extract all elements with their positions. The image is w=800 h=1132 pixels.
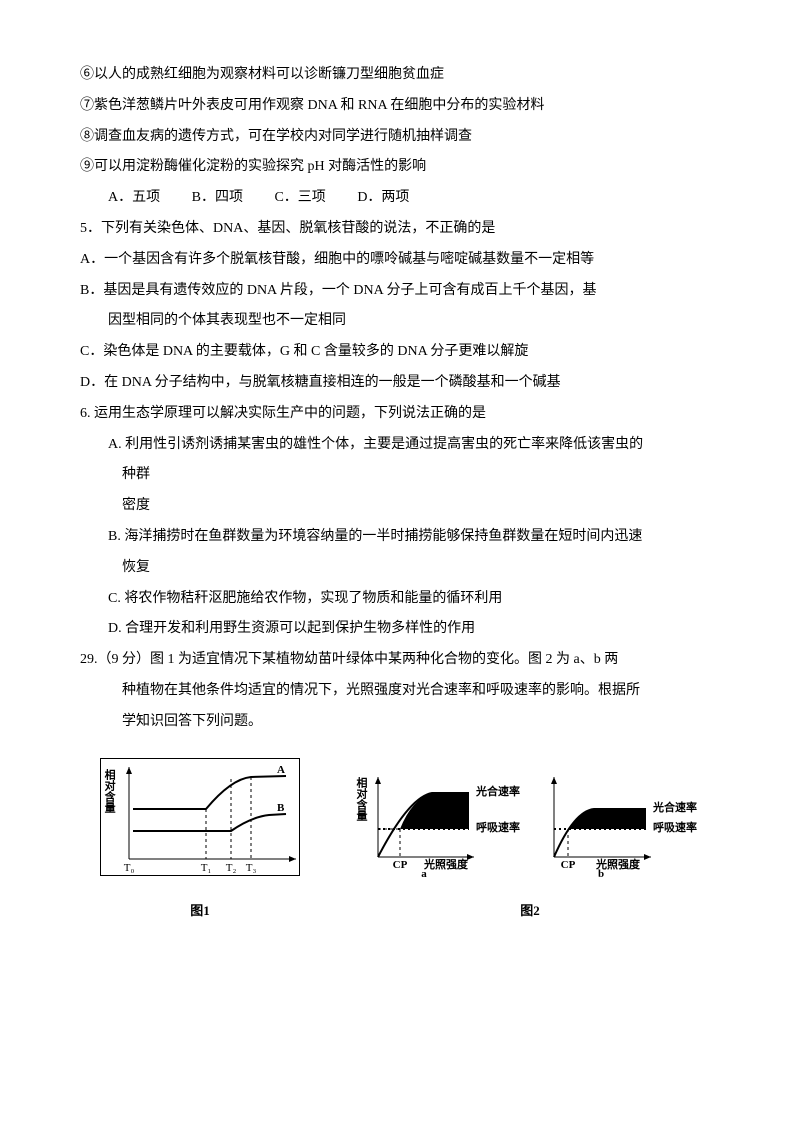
figure-1-svg: T₀ T₁ T₂ T₃ A B — [101, 759, 301, 877]
q6-option-a-line3: 密度 — [80, 491, 720, 522]
fig2b-sub: b — [598, 868, 604, 877]
figure-2a-svg: CP 光照强度 a 光合速率 呼吸速率 — [354, 769, 524, 877]
fig2-caption: 图2 — [350, 897, 710, 926]
q5-option-c: C．染色体是 DNA 的主要载体，G 和 C 含量较多的 DNA 分子更难以解旋 — [80, 337, 720, 368]
options-row: A．五项 B．四项 C．三项 D．两项 — [80, 183, 720, 214]
q6-option-a-line1: A. 利用性引诱剂诱捕某害虫的雄性个体，主要是通过提高害虫的死亡率来降低该害虫的 — [80, 430, 720, 461]
figure-2-container: 相对含量 — [350, 769, 710, 926]
question-29-line1: 29.（9 分）图 1 为适宜情况下某植物幼苗叶绿体中某两种化合物的变化。图 2… — [80, 645, 720, 676]
q5-option-a: A．一个基因含有许多个脱氧核苷酸，细胞中的嘌呤碱基与嘧啶碱基数量不一定相等 — [80, 245, 720, 276]
option-a: A．五项 — [108, 190, 160, 205]
fig1-label-a: A — [277, 764, 285, 776]
fig1-tick-t1: T₁ — [201, 862, 212, 874]
document-body: ⑥以人的成熟红细胞为观察材料可以诊断镰刀型细胞贫血症 ⑦紫色洋葱鳞片叶外表皮可用… — [80, 60, 720, 926]
figure-2a: 相对含量 — [354, 769, 524, 890]
q5-option-b-line2: 因型相同的个体其表现型也不一定相同 — [80, 306, 720, 337]
question-6: 6. 运用生态学原理可以解决实际生产中的问题，下列说法正确的是 — [80, 399, 720, 430]
fig1-caption: 图1 — [90, 897, 310, 926]
question-5: 5．下列有关染色体、DNA、基因、脱氧核苷酸的说法，不正确的是 — [80, 214, 720, 245]
q6-option-b-line1: B. 海洋捕捞时在鱼群数量为环境容纳量的一半时捕捞能够保持鱼群数量在短时间内迅速 — [80, 522, 720, 553]
question-29-line2: 种植物在其他条件均适宜的情况下，光照强度对光合速率和呼吸速率的影响。根据所 — [80, 676, 720, 707]
fig2a-xlabel: 光照强度 — [423, 857, 469, 871]
fig2a-rs-label: 呼吸速率 — [476, 820, 520, 834]
q6-option-b-line2: 恢复 — [80, 553, 720, 584]
item-9: ⑨可以用淀粉酶催化淀粉的实验探究 pH 对酶活性的影响 — [80, 152, 720, 183]
fig1-tick-t0: T₀ — [124, 862, 135, 874]
q6-option-d: D. 合理开发和利用野生资源可以起到保护生物多样性的作用 — [80, 614, 720, 645]
figure-1-chart: 相对含量 T₀ — [100, 758, 300, 876]
fig2b-rs-label: 呼吸速率 — [653, 820, 697, 834]
fig2b-ps-label: 光合速率 — [652, 800, 697, 814]
figures-row: 相对含量 T₀ — [80, 758, 720, 926]
fig1-tick-t2: T₂ — [226, 862, 237, 874]
fig2b-cp: CP — [561, 859, 576, 871]
q6-option-a-line2: 种群 — [80, 460, 720, 491]
item-8: ⑧调查血友病的遗传方式，可在学校内对同学进行随机抽样调查 — [80, 122, 720, 153]
fig2a-cp: CP — [393, 859, 408, 871]
option-d: D．两项 — [357, 190, 409, 205]
fig2a-sub: a — [421, 868, 427, 877]
figure-1-container: 相对含量 T₀ — [90, 758, 310, 926]
q5-option-d: D．在 DNA 分子结构中，与脱氧核糖直接相连的一般是一个磷酸基和一个碱基 — [80, 368, 720, 399]
option-c: C．三项 — [274, 190, 325, 205]
fig1-tick-t3: T₃ — [246, 862, 257, 874]
figure-2b: CP 光照强度 b 光合速率 呼吸速率 — [536, 769, 706, 890]
fig2a-ps-label: 光合速率 — [475, 784, 520, 798]
item-6: ⑥以人的成熟红细胞为观察材料可以诊断镰刀型细胞贫血症 — [80, 60, 720, 91]
option-b: B．四项 — [192, 190, 243, 205]
q6-option-c: C. 将农作物秸秆沤肥施给农作物，实现了物质和能量的循环利用 — [80, 584, 720, 615]
fig2a-ylabel: 相对含量 — [355, 777, 367, 821]
q5-option-b-line1: B．基因是具有遗传效应的 DNA 片段，一个 DNA 分子上可含有成百上千个基因… — [80, 276, 720, 307]
item-7: ⑦紫色洋葱鳞片叶外表皮可用作观察 DNA 和 RNA 在细胞中分布的实验材料 — [80, 91, 720, 122]
fig1-label-b: B — [277, 802, 285, 814]
figure-2b-svg: CP 光照强度 b 光合速率 呼吸速率 — [536, 769, 706, 877]
question-29-line3: 学知识回答下列问题。 — [80, 707, 720, 738]
fig1-ylabel: 相对含量 — [103, 769, 117, 813]
